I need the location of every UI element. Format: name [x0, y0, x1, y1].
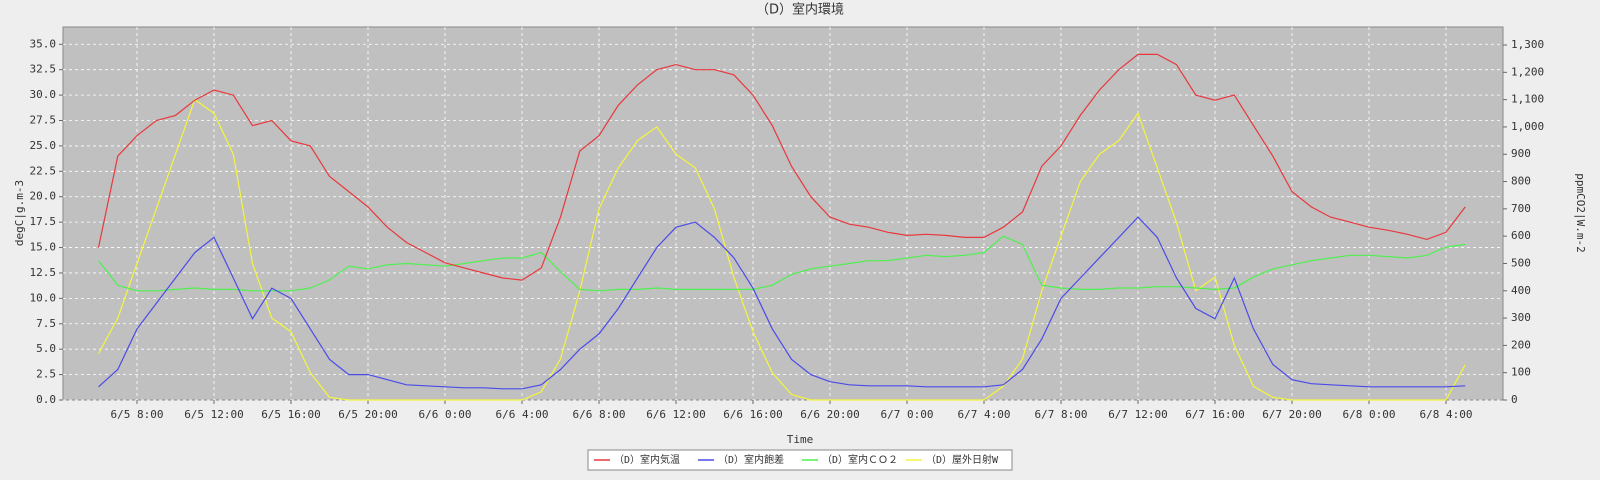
legend-label: （D）屋外日射W	[926, 454, 999, 466]
data-line	[97, 53, 1466, 281]
y-tick-label: 32.5	[30, 63, 57, 76]
legend-label: （D）室内飽差	[718, 453, 784, 466]
y2-tick-label: 1,100	[1511, 93, 1544, 106]
y2-tick-label: 300	[1511, 311, 1531, 324]
y-axis-label: degC|g.m-3	[13, 180, 26, 246]
y-tick-label: 20.0	[30, 190, 57, 203]
y2-tick-label: 500	[1511, 256, 1531, 269]
y-tick-label: 12.5	[30, 266, 57, 279]
y-tick-label: 22.5	[30, 164, 57, 177]
y-tick-label: 17.5	[30, 215, 57, 228]
plot-area	[62, 26, 1504, 401]
x-tick-label: 6/7 12:00	[1108, 408, 1168, 421]
x-tick-label: 6/7 8:00	[1035, 408, 1088, 421]
x-tick-label: 6/5 20:00	[338, 408, 398, 421]
y2-tick-label: 200	[1511, 338, 1531, 351]
x-tick-label: 6/8 4:00	[1420, 408, 1473, 421]
x-tick-label: 6/7 4:00	[958, 408, 1011, 421]
y-tick-label: 2.5	[36, 368, 56, 381]
y2-tick-label: 600	[1511, 229, 1531, 242]
x-tick-label: 6/6 0:00	[419, 408, 472, 421]
x-tick-label: 6/8 0:00	[1343, 408, 1396, 421]
x-tick-label: 6/7 0:00	[881, 408, 934, 421]
y2-tick-label: 1,300	[1511, 38, 1544, 51]
legend-label: （D）室内ＣＯ２	[822, 453, 898, 466]
x-tick-label: 6/6 20:00	[800, 408, 860, 421]
data-line	[98, 216, 1466, 390]
x-tick-label: 6/7 20:00	[1262, 408, 1322, 421]
y-tick-label: 5.0	[36, 342, 56, 355]
y-tick-label: 10.0	[30, 291, 57, 304]
y-tick-label: 35.0	[30, 37, 57, 50]
y-tick-label: 0.0	[36, 393, 56, 406]
x-tick-label: 6/7 16:00	[1185, 408, 1245, 421]
y-tick-label: 27.5	[30, 114, 57, 127]
x-tick-label: 6/5 16:00	[261, 408, 321, 421]
y2-tick-label: 0	[1511, 393, 1518, 406]
y2-axis-label: ppmCO2|W.m-2	[1574, 173, 1587, 252]
legend-label: （D）室内気温	[614, 453, 680, 466]
y2-tick-label: 100	[1511, 366, 1531, 379]
chart-title: （D）室内環境	[756, 2, 844, 18]
data-line	[97, 98, 1466, 401]
x-tick-label: 6/6 4:00	[496, 408, 549, 421]
y2-tick-label: 1,000	[1511, 120, 1544, 133]
y2-tick-label: 800	[1511, 175, 1531, 188]
x-axis-label: Time	[787, 433, 814, 446]
y2-tick-label: 700	[1511, 202, 1531, 215]
y-tick-label: 25.0	[30, 139, 57, 152]
y2-tick-label: 1,200	[1511, 65, 1544, 78]
legend	[587, 449, 1013, 471]
x-tick-label: 6/6 16:00	[723, 408, 783, 421]
y-tick-label: 30.0	[30, 88, 57, 101]
y2-tick-label: 400	[1511, 284, 1531, 297]
x-tick-label: 6/5 8:00	[111, 408, 164, 421]
y-tick-label: 15.0	[30, 241, 57, 254]
x-tick-label: 6/6 8:00	[573, 408, 626, 421]
y2-tick-label: 900	[1511, 147, 1531, 160]
x-tick-label: 6/5 12:00	[184, 408, 244, 421]
y-tick-label: 7.5	[36, 317, 56, 330]
x-tick-label: 6/6 12:00	[646, 408, 706, 421]
